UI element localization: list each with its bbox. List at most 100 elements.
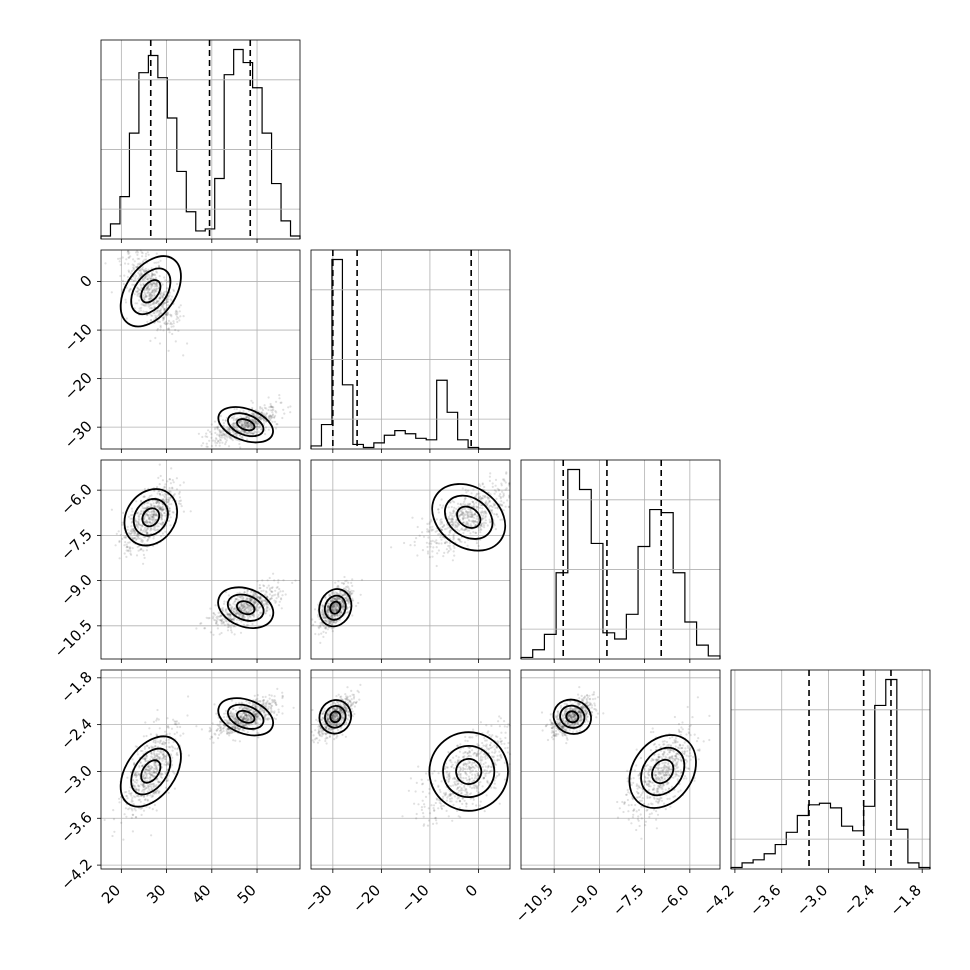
scatter-point [506,751,509,754]
scatter-point [250,723,253,726]
scatter-point [264,714,267,718]
scatter-point [240,425,243,428]
scatter-point [143,503,146,506]
scatter-point [114,544,117,547]
scatter-point [145,310,148,313]
scatter-point [314,632,317,636]
scatter-point [232,424,236,427]
scatter-point [139,274,142,278]
scatter-point [149,293,152,296]
scatter-point [232,419,235,422]
scatter-point [238,728,241,731]
scatter-point [153,526,156,530]
scatter-point [155,719,158,722]
scatter-point [493,513,496,516]
scatter-point [250,426,253,429]
scatter-point [140,273,144,276]
scatter-point [246,731,249,734]
scatter-point [173,720,176,723]
scatter-point [146,521,149,525]
scatter-point [252,413,255,416]
scatter-point [223,716,226,719]
scatter-point [258,425,261,428]
scatter-point [151,284,154,287]
scatter-point [159,474,162,478]
scatter-point [156,506,159,509]
scatter-point [178,319,181,322]
scatter-point [491,482,494,485]
scatter-point [139,272,142,275]
scatter-point [278,600,281,603]
scatter-point [154,741,157,745]
scatter-point [265,603,268,606]
scatter-point [258,607,261,610]
scatter-point [501,490,504,493]
scatter-point [331,630,334,633]
scatter-point [149,293,152,296]
scatter-point [151,272,154,275]
scatter-point [230,699,234,702]
scatter-point [239,415,242,418]
scatter-point [127,262,130,265]
scatter-point [275,400,278,403]
scatter-point [138,288,141,291]
scatter-point [172,718,175,721]
scatter-point [254,419,258,422]
scatter-point [281,594,284,597]
scatter-point [134,265,138,268]
scatter-point [435,564,438,568]
scatter-point [476,520,479,524]
scatter-point [137,521,140,524]
scatter-point [125,543,128,546]
scatter-point [282,408,285,411]
scatter-point [485,500,488,503]
scatter-point [167,327,170,330]
scatter-point [145,501,148,505]
scatter-point [156,528,159,531]
scatter-point [215,438,218,441]
scatter-point [218,429,221,432]
scatter-point [501,518,504,521]
scatter-point [137,535,140,538]
scatter-point [494,506,497,509]
scatter-point [159,312,162,315]
scatter-point [147,290,150,293]
scatter-point [122,511,125,514]
scatter-point [167,507,171,510]
scatter-point [131,510,134,513]
scatter-point [246,421,249,424]
scatter-point [147,287,150,290]
scatter-point [135,535,138,538]
scatter-point [252,412,255,415]
scatter-point [271,409,274,412]
scatter-point [120,821,123,824]
scatter-point [125,258,128,261]
scatter-point [244,420,247,423]
scatter-point [132,537,135,540]
scatter-point [443,528,447,531]
scatter-point [141,294,145,297]
scatter-point [164,493,167,496]
scatter-point [430,542,433,545]
scatter-point [246,590,249,593]
scatter-point [141,268,144,271]
scatter-point [149,529,152,532]
scatter-point [156,500,159,503]
scatter-point [258,426,261,429]
scatter-point [231,416,234,419]
scatter-point [202,442,205,445]
scatter-point [267,415,270,418]
scatter-point [143,277,146,280]
scatter-point [153,289,157,292]
scatter-point [167,298,170,301]
scatter-point [148,746,151,749]
scatter-point [461,528,464,531]
scatter-point [260,598,263,601]
scatter-point [146,798,149,802]
scatter-point [265,609,268,612]
scatter-point [488,504,491,507]
scatter-point [450,514,454,517]
scatter-point [134,277,137,280]
scatter-point [166,501,169,504]
scatter-point [144,760,147,763]
